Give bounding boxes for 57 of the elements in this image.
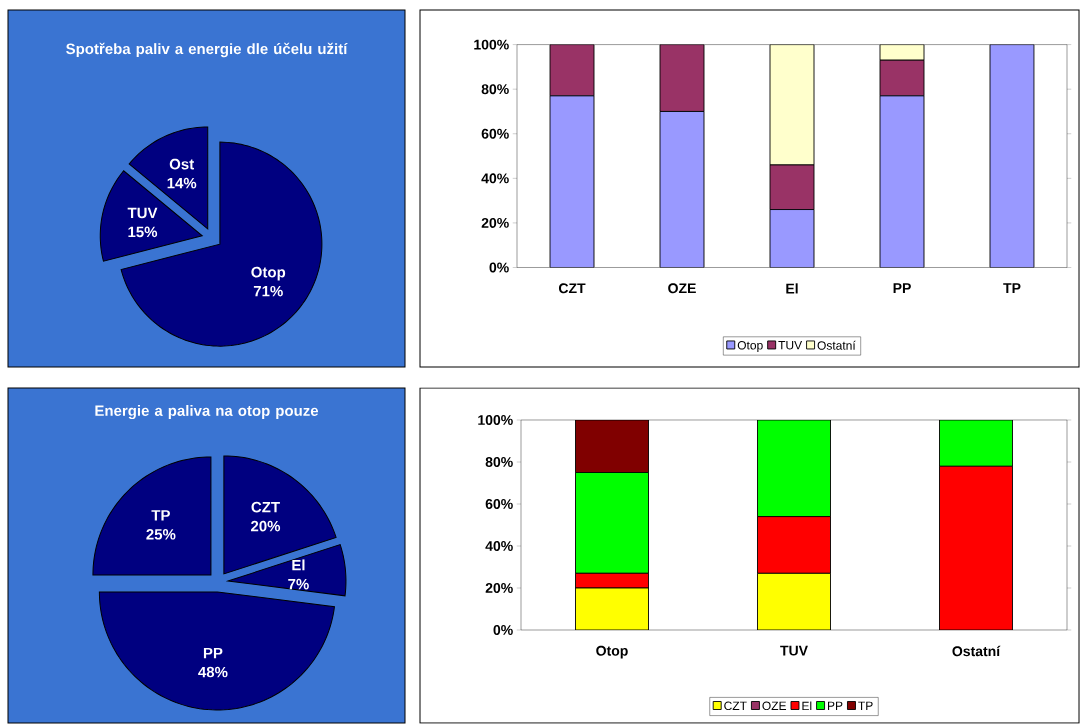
data-label: 48% xyxy=(198,666,228,678)
y-tick-label: 80% xyxy=(481,84,509,95)
y-tick-label: 40% xyxy=(485,541,513,551)
bar xyxy=(575,587,649,630)
data-label: 15% xyxy=(128,226,158,238)
data-label: 14% xyxy=(167,177,197,189)
x-tick-label: OZE xyxy=(668,283,696,294)
legend-label: El xyxy=(802,701,812,711)
bar xyxy=(757,420,831,518)
x-tick-label: CZT xyxy=(558,283,586,294)
bar xyxy=(939,420,1013,467)
y-tick-label: 0% xyxy=(493,625,513,635)
legend-label: CZT xyxy=(724,701,747,711)
y-tick-label: 20% xyxy=(481,217,509,228)
bar xyxy=(939,465,1013,630)
bar xyxy=(659,44,705,112)
x-tick-label: El xyxy=(786,283,798,294)
slice-label: CZT xyxy=(251,501,280,513)
x-tick-label: Ostatní xyxy=(952,645,1001,657)
bar xyxy=(575,472,649,574)
y-tick-label: 100% xyxy=(474,39,509,50)
x-tick-label: TP xyxy=(1003,283,1021,293)
slice-label: El xyxy=(292,559,305,571)
data-label: 20% xyxy=(251,520,281,532)
bar xyxy=(879,59,925,97)
legend-label: TP xyxy=(858,701,873,710)
legend-label: TUV xyxy=(778,341,803,350)
x-tick-label: PP xyxy=(893,283,911,293)
x-tick-label: Otop xyxy=(596,645,628,659)
bar xyxy=(769,164,815,210)
slice-label: TP xyxy=(151,510,170,521)
legend-label: Ostatní xyxy=(817,340,856,350)
data-label: 71% xyxy=(253,285,283,297)
y-tick-label: 20% xyxy=(485,583,513,593)
legend-label: OZE xyxy=(762,701,787,711)
y-tick-label: 80% xyxy=(485,457,513,467)
bar xyxy=(769,44,815,166)
y-tick-label: 40% xyxy=(481,173,509,184)
slice-label: Ost xyxy=(169,158,194,170)
slice-label: Otop xyxy=(251,266,286,281)
bar xyxy=(989,44,1035,268)
bar xyxy=(757,572,831,630)
bar xyxy=(549,44,595,97)
legend-label: Otop xyxy=(737,341,763,352)
y-tick-label: 60% xyxy=(485,499,513,509)
y-tick-label: 60% xyxy=(481,128,509,139)
chart-title: Energie a paliva na otop pouze xyxy=(95,404,319,420)
bar xyxy=(757,516,831,574)
data-label: 7% xyxy=(288,578,309,590)
chart-title: Spotřeba paliv a energie dle účelu užití xyxy=(66,42,348,58)
y-tick-label: 100% xyxy=(478,415,513,425)
bar xyxy=(879,44,925,61)
data-label: 25% xyxy=(146,528,176,540)
y-tick-label: 0% xyxy=(489,262,509,273)
slice-label: TUV xyxy=(127,207,158,219)
legend-label: PP xyxy=(828,701,843,710)
x-tick-label: TUV xyxy=(780,645,808,656)
